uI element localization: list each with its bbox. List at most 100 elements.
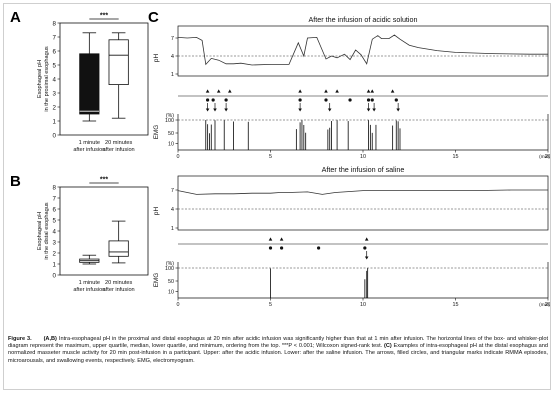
x-tick-label: 5: [269, 154, 272, 160]
x-tick-label: 10: [360, 154, 366, 160]
significance-label: ***: [100, 13, 108, 20]
x-category-label: after infusion: [103, 287, 135, 293]
plot-frame: [59, 22, 149, 136]
ph-axis-label: pH: [153, 207, 160, 216]
x-axis-unit: (min): [539, 302, 550, 308]
y-tick-label: 1: [53, 261, 57, 268]
rmma-arrow-head: [396, 108, 400, 112]
swallow-triangle: [205, 89, 210, 93]
swallow-triangle: [279, 237, 284, 241]
swallow-triangle: [370, 89, 375, 93]
x-category-label: after infusion: [73, 287, 105, 293]
x-category-label: 20 minutes: [105, 280, 133, 286]
ph-tick-label: 4: [171, 54, 174, 60]
x-category-label: 20 minutes: [105, 140, 133, 146]
box: [108, 39, 129, 85]
emg-tick-label: 50: [168, 279, 174, 285]
ph-frame: [177, 175, 549, 231]
figure-caption: Figure 3. (A,B) Intra-esophageal pH in t…: [8, 336, 548, 390]
x-axis-unit: (min): [539, 154, 550, 160]
y-tick-label: 7: [53, 195, 57, 202]
swallow-triangle: [268, 237, 273, 241]
y-tick-label: 7: [53, 34, 57, 41]
y-axis-label: Esophageal pH: [37, 212, 43, 250]
y-tick-label: 3: [53, 239, 57, 246]
ph-tick-label: 1: [171, 72, 174, 78]
y-tick-label: 8: [53, 20, 57, 27]
y-axis-label: Esophageal pH: [37, 60, 43, 98]
caption-c-marker: (C): [383, 343, 392, 350]
x-tick-label: 0: [177, 302, 180, 308]
caption-label: Figure 3.: [8, 336, 32, 342]
emg-tick-label: 100: [165, 118, 174, 124]
y-tick-label: 4: [53, 76, 57, 83]
emg-axis-label: EMG: [153, 125, 160, 140]
microarousal-dot: [280, 246, 284, 250]
rmma-arrow-head: [366, 108, 371, 112]
emg-tick-label: 10: [168, 290, 174, 296]
microarousal-dot: [363, 246, 367, 250]
microarousal-dot: [211, 98, 215, 102]
ph-axis-label: pH: [153, 54, 160, 63]
swallow-triangle: [216, 89, 221, 93]
plot-frame: [59, 186, 149, 276]
microarousal-dot: [366, 98, 371, 102]
y-axis-label: in the distal esophagus: [44, 202, 50, 259]
panel-label-b: B: [10, 173, 21, 190]
caption-ab-marker: (A,B): [43, 336, 57, 342]
emg-unit-label: (%): [166, 261, 174, 267]
caption-c-text: Examples of intra-esophageal pH at the d…: [8, 343, 548, 364]
microarousal-dot: [317, 246, 321, 250]
x-tick-label: 20: [545, 302, 551, 308]
swallow-triangle: [335, 89, 339, 93]
significance-label: ***: [100, 177, 108, 184]
x-tick-label: 15: [453, 154, 459, 160]
panel-label-a: A: [10, 9, 21, 26]
trace-saline: After the infusion of saline741pHEMG(%)1…: [153, 165, 551, 308]
x-category-label: 1 minute: [79, 140, 100, 146]
y-tick-label: 0: [53, 132, 57, 139]
y-tick-label: 6: [53, 206, 57, 213]
microarousal-dot: [324, 98, 328, 102]
x-category-label: after infusion: [103, 147, 135, 153]
y-tick-label: 2: [53, 250, 57, 257]
rmma-arrow-head: [372, 108, 376, 112]
box: [79, 53, 100, 115]
y-tick-label: 3: [53, 90, 57, 97]
boxplot-b: 0 1 2 3 4 5 6 7 8 Esophageal pH in the distal esop…: [37, 177, 149, 293]
microarousal-dot: [206, 98, 210, 102]
microarousal-dot: [370, 98, 374, 102]
microarousal-dot: [298, 98, 302, 102]
y-tick-label: 5: [53, 62, 57, 69]
emg-tick-label: 50: [168, 131, 174, 137]
y-tick-label: 1: [53, 118, 57, 125]
microarousal-dot: [348, 98, 352, 102]
x-tick-label: 20: [545, 154, 551, 160]
boxplot-a: 0 1 2 3 4 5 6 7 8 Esophageal pH in the proximal es…: [37, 13, 149, 153]
microarousal-dot: [394, 98, 398, 102]
rmma-arrow-head: [327, 108, 332, 112]
emg-axis-label: EMG: [153, 273, 160, 288]
ph-tick-label: 1: [171, 226, 174, 232]
swallow-triangle: [364, 237, 369, 241]
x-category-label: 1 minute: [79, 280, 100, 286]
ph-tick-label: 7: [171, 36, 174, 42]
ph-frame: [177, 25, 549, 77]
trace-title: After the infusion of saline: [322, 165, 405, 174]
trace-acidic: After the infusion of acidic solution 7 4 1…: [153, 15, 551, 160]
trace-title: After the infusion of acidic solution: [308, 15, 417, 24]
panel-label-c: C: [148, 9, 159, 26]
x-category-label: after infusion: [73, 147, 105, 153]
emg-unit-label: (%): [166, 113, 174, 119]
emg-tick-label: 10: [168, 142, 174, 148]
swallow-triangle: [228, 89, 232, 93]
swallow-triangle: [390, 89, 395, 93]
caption-ab-text: Intra-esophageal pH in the proximal and …: [8, 336, 548, 350]
y-tick-label: 5: [53, 217, 57, 224]
y-tick-label: 4: [53, 228, 57, 235]
ph-trace: [177, 34, 548, 66]
microarousal-dot: [224, 98, 228, 102]
rmma-arrow-head: [205, 108, 210, 112]
rmma-arrow-head: [364, 256, 369, 260]
